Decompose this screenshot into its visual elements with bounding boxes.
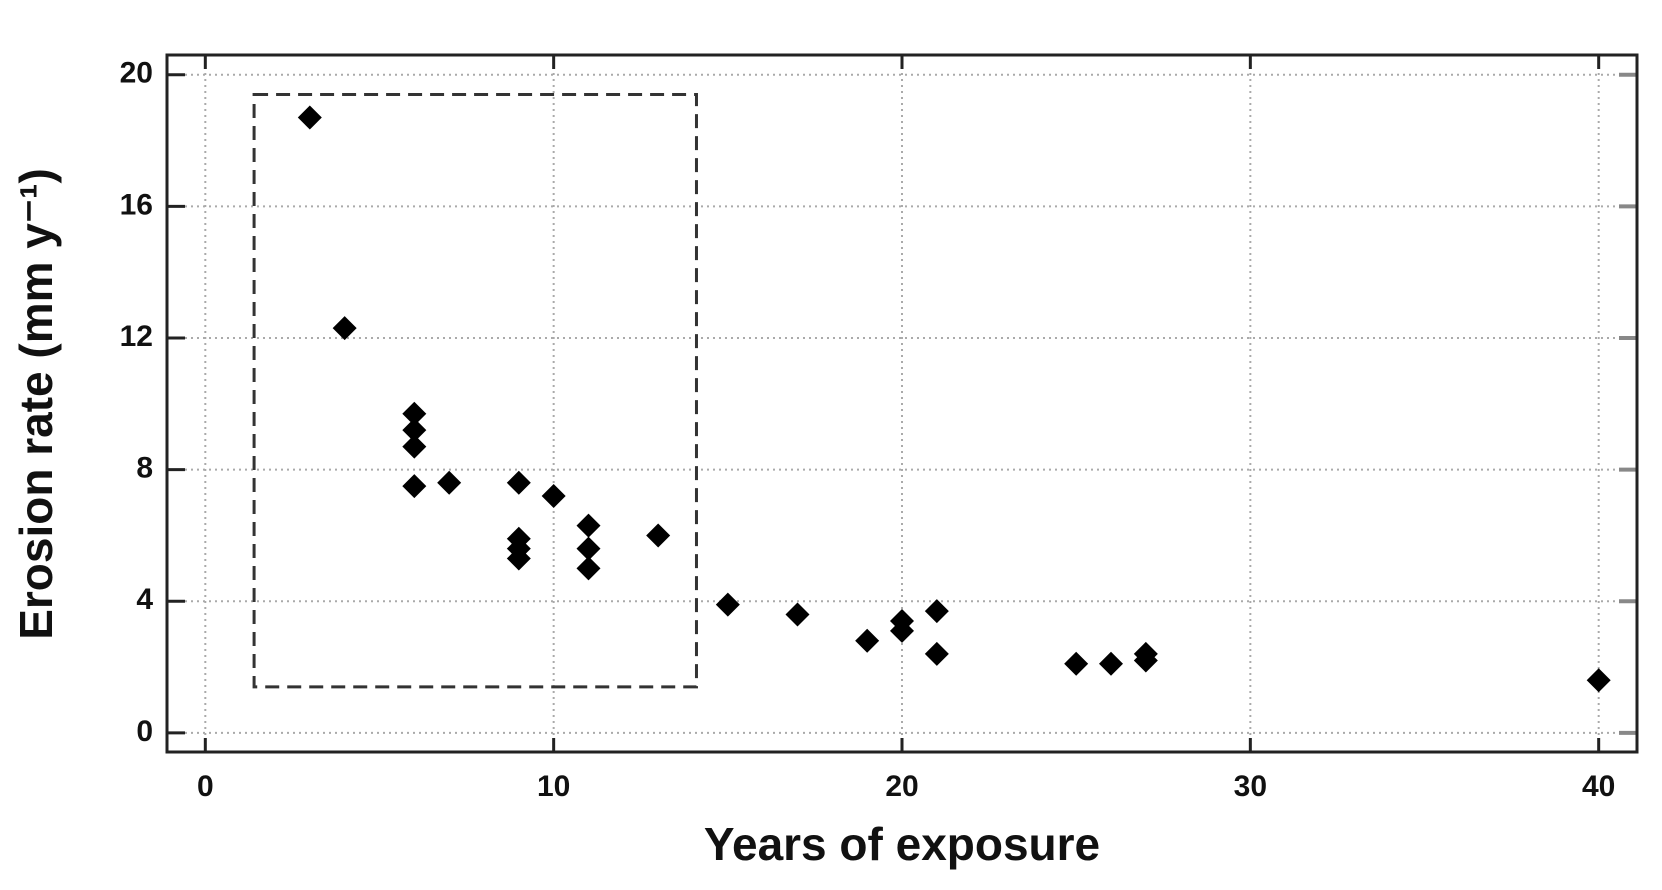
data-point	[1586, 668, 1611, 693]
data-point	[402, 474, 427, 499]
y-tick-label: 12	[120, 320, 153, 353]
data-point	[506, 546, 531, 571]
y-tick-label: 20	[120, 57, 153, 90]
y-tick-label: 16	[120, 188, 153, 221]
data-point	[576, 556, 601, 581]
data-point	[402, 401, 427, 426]
y-tick-label: 4	[136, 583, 153, 616]
data-point	[437, 470, 462, 495]
y-axis-title: Erosion rate (mm y⁻¹)	[10, 168, 62, 640]
x-tick-label: 20	[885, 770, 918, 803]
x-axis-title: Years of exposure	[704, 818, 1100, 870]
data-point	[541, 483, 566, 508]
x-tick-label: 0	[197, 770, 214, 803]
data-point	[402, 418, 427, 443]
data-point	[646, 523, 671, 548]
data-point	[576, 536, 601, 561]
x-tick-label: 40	[1582, 770, 1615, 803]
x-tick-label: 30	[1234, 770, 1267, 803]
data-point	[715, 592, 740, 617]
highlight-region	[252, 92, 698, 689]
data-point	[1099, 651, 1124, 676]
data-point	[297, 105, 322, 130]
data-point	[576, 513, 601, 538]
data-point	[924, 641, 949, 666]
data-point	[890, 618, 914, 643]
data-point	[924, 599, 949, 624]
data-point	[1133, 648, 1158, 673]
y-tick-label: 8	[136, 452, 153, 485]
data-point	[785, 602, 810, 627]
data-point	[855, 628, 880, 653]
y-tick-label: 0	[136, 715, 153, 748]
data-point	[506, 470, 531, 495]
x-tick-label: 10	[537, 770, 570, 803]
plot-frame	[165, 53, 1639, 754]
data-point	[1064, 651, 1089, 676]
data-point	[402, 434, 427, 459]
data-point	[332, 316, 357, 341]
